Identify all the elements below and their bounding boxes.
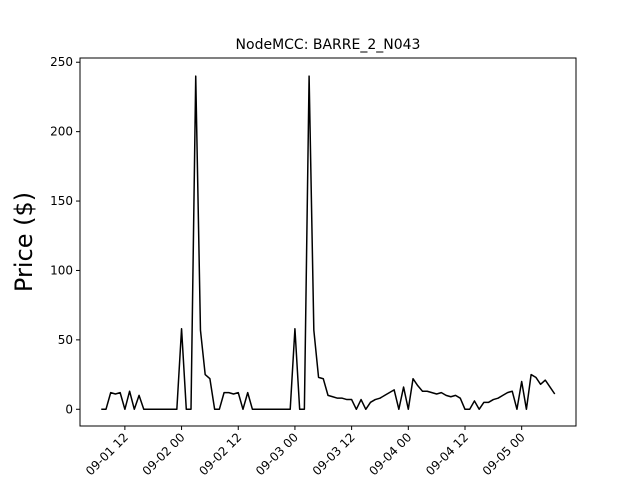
price-line xyxy=(101,75,556,411)
y-tick-label: 0 xyxy=(65,402,73,416)
plot-frame xyxy=(79,57,577,427)
y-tick-label: 150 xyxy=(50,194,73,208)
y-tick-label: 100 xyxy=(50,263,73,277)
chart-title: NodeMCC: BARRE_2_N043 xyxy=(236,37,421,53)
y-axis-label: Price ($) xyxy=(10,192,38,292)
y-tick-label: 50 xyxy=(58,333,73,347)
y-tick-label: 200 xyxy=(50,125,73,139)
y-tick-label: 250 xyxy=(50,55,73,69)
